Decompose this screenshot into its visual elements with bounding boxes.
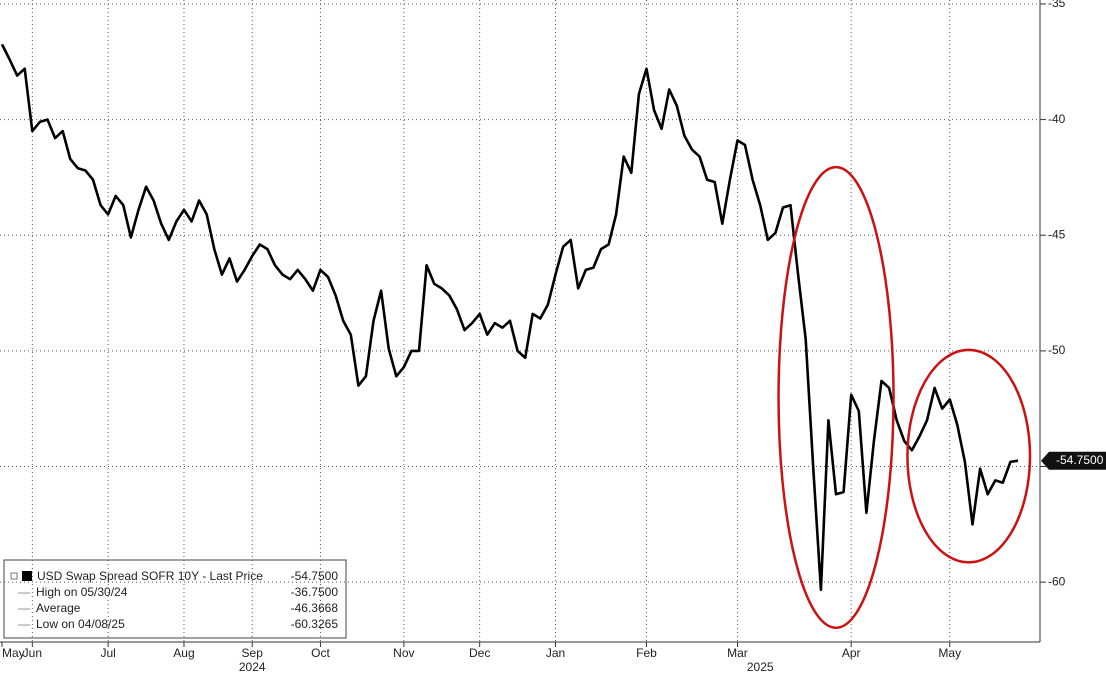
x-tick-label: Jul — [100, 646, 115, 660]
x-tick-label: Nov — [393, 646, 414, 660]
last-price-label: -54.7500 — [1056, 453, 1104, 467]
legend-label: Low on 04/08/25 — [36, 617, 125, 631]
legend-label: USD Swap Spread SOFR 10Y - Last Price — [37, 569, 263, 583]
data-line — [0, 43, 1019, 592]
highlight-ellipse — [906, 348, 1032, 564]
y-tick-label: -35 — [1048, 0, 1066, 10]
legend: USD Swap Spread SOFR 10Y - Last Price -54… — [3, 559, 347, 639]
x-tick-label: Aug — [173, 646, 194, 660]
legend-value: -46.3668 — [291, 601, 339, 615]
legend-value: -54.7500 — [291, 569, 339, 583]
y-tick-label: -60 — [1048, 574, 1066, 588]
legend-collapse — [10, 572, 18, 580]
year-label: 2024 — [239, 660, 266, 674]
y-tick-label: -45 — [1048, 227, 1066, 241]
legend-label: High on 05/30/24 — [36, 585, 128, 599]
legend-label: Average — [36, 601, 81, 615]
x-tick-label: Mar — [727, 646, 748, 660]
x-tick-label: Feb — [636, 646, 657, 660]
legend-value: -36.7500 — [291, 585, 339, 599]
y-tick-label: -50 — [1048, 343, 1066, 357]
x-tick-label: Jan — [546, 646, 565, 660]
year-label: 2025 — [747, 660, 774, 674]
x-tick-label: Jun — [23, 646, 42, 660]
highlight-ellipse — [777, 165, 895, 630]
x-tick-label: Sep — [242, 646, 264, 660]
x-tick-label: Dec — [469, 646, 490, 660]
last-price-tag — [1041, 451, 1106, 470]
x-tick-label: Oct — [311, 646, 330, 660]
legend-value: -60.3265 — [291, 617, 339, 631]
legend-swatch — [22, 571, 32, 581]
x-tick-label: Apr — [842, 646, 861, 660]
legend-box — [3, 559, 347, 639]
y-tick-label: -40 — [1048, 112, 1066, 126]
x-tick-label: May — [2, 646, 25, 660]
x-tick-label: May — [938, 646, 961, 660]
